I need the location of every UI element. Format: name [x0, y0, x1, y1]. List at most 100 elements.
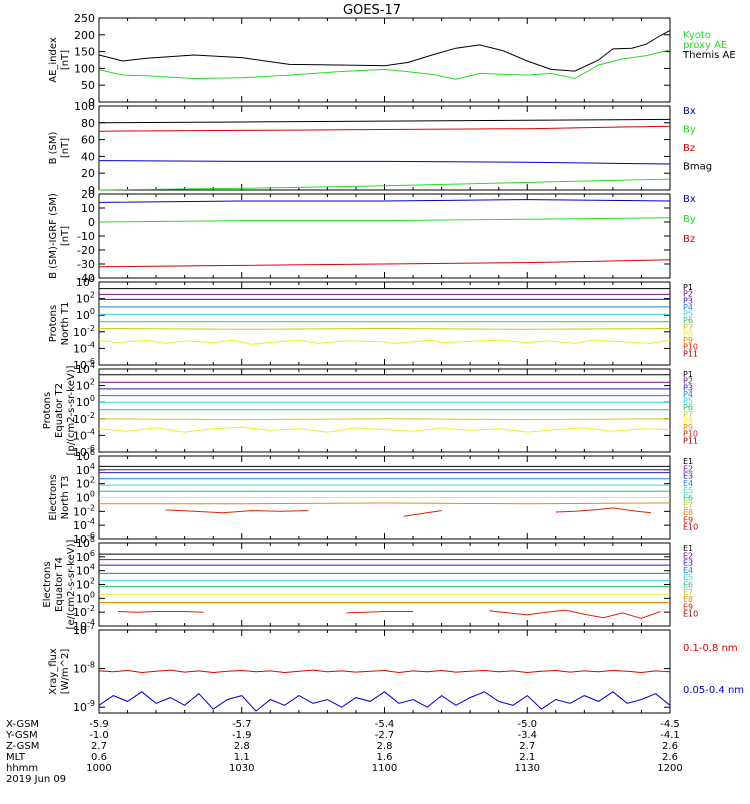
series-0-05-0-4-nm — [98, 691, 671, 712]
y-tick-label: 100 — [76, 394, 95, 409]
legend-item: Bz — [683, 143, 695, 154]
y-tick-label: 10-8 — [73, 661, 95, 676]
series-e8 — [99, 502, 671, 505]
series-by — [98, 178, 671, 191]
y-tick-label: 100 — [74, 62, 95, 75]
series-e9c — [489, 609, 661, 619]
footer-tick-value: 2.7 — [91, 741, 107, 752]
y-axis-label: [nT] — [60, 138, 71, 158]
y-axis-label: Xray_flux — [48, 648, 59, 695]
footer-tick-value: 2.8 — [234, 741, 250, 752]
legend-item: P11 — [683, 436, 698, 445]
footer-tick-value: -4.1 — [660, 730, 680, 741]
series-bz — [98, 259, 671, 268]
footer-tick-value: 0.6 — [91, 752, 107, 763]
footer-tick-value: 1100 — [372, 763, 397, 774]
legend-item: E4 — [683, 566, 693, 575]
panel-frame — [98, 105, 671, 191]
y-tick-label: 10-4 — [73, 340, 95, 355]
footer-row-label: Z-GSM — [6, 741, 39, 752]
legend-item: E7 — [683, 588, 693, 597]
legend-item: E4 — [683, 479, 693, 488]
series-e9c — [555, 507, 652, 514]
legend-item: P10 — [683, 343, 698, 352]
legend-item: E10 — [683, 523, 698, 532]
series-p8 — [98, 339, 671, 345]
y-tick-label: 102 — [76, 577, 95, 592]
footer-tick-value: 2.8 — [377, 741, 393, 752]
y-tick-label: 40 — [81, 150, 95, 163]
legend-item: P9 — [683, 423, 693, 432]
series-kyoto-proxy-ae — [98, 49, 671, 80]
legend-item: P1 — [683, 283, 693, 292]
y-tick-label: 200 — [74, 29, 95, 42]
y-tick-label: 102 — [76, 476, 95, 491]
legend-item: P6 — [683, 403, 693, 412]
y-axis-label: AE_index — [48, 37, 59, 83]
y-tick-label: 100 — [76, 490, 95, 505]
y-tick-label: -40 — [77, 272, 95, 285]
legend-item: P1 — [683, 370, 693, 379]
y-tick-label: 104 — [76, 361, 95, 376]
panel-frame — [98, 17, 671, 103]
legend-item: P4 — [683, 303, 693, 312]
y-tick-label: 0 — [88, 184, 95, 197]
footer-tick-value: -5.4 — [375, 719, 395, 730]
footer-tick-value: 1.6 — [377, 752, 393, 763]
series-e9b — [403, 510, 442, 517]
y-axis-label: Equator T2 — [54, 383, 65, 438]
y-axis-label: Protons — [48, 305, 59, 342]
footer-tick-value: 2.1 — [519, 752, 535, 763]
legend-item: 0.1-0.8 nm — [683, 643, 738, 654]
legend-item: P2 — [683, 290, 693, 299]
footer-tick-value: -2.7 — [375, 730, 395, 741]
y-tick-label: 0 — [88, 96, 95, 109]
legend-item: P7 — [683, 410, 693, 419]
legend-item: E7 — [683, 501, 693, 510]
footer-tick-value: -4.5 — [660, 719, 680, 730]
series-e9b — [346, 611, 414, 614]
legend-item: E8 — [683, 508, 693, 517]
legend-item: P7 — [683, 323, 693, 332]
footer-tick-value: -3.4 — [517, 730, 537, 741]
y-tick-label: 0 — [88, 216, 95, 229]
legend-item: P3 — [683, 296, 693, 305]
legend-item: Bx — [683, 106, 696, 117]
y-tick-label: 102 — [76, 291, 95, 306]
panel-2: 0 20 40 60 80 100 B (SM) [nT] Bx By Bz Bmag — [48, 100, 712, 197]
y-axis-label: [p/(cm2-s-sr-keV)] — [66, 365, 77, 455]
footer-tick-value: -5.9 — [89, 719, 109, 730]
legend-item: E1 — [683, 457, 693, 466]
y-axis-label: North T3 — [60, 476, 71, 520]
footer-row-label: X-GSM — [6, 719, 39, 730]
y-tick-label: -20 — [77, 244, 95, 257]
legend-item: P8 — [683, 416, 693, 425]
panel-frame — [98, 542, 671, 627]
y-tick-label: 108 — [76, 535, 95, 550]
series-themis-ae — [98, 29, 671, 72]
legend-item: P5 — [683, 397, 693, 406]
y-tick-label: 10-9 — [73, 699, 95, 714]
y-axis-label: [W/m^2] — [60, 649, 71, 695]
legend-item: Bx — [683, 194, 696, 205]
y-tick-label: 10-7 — [73, 622, 95, 637]
footer-tick-value: 2.6 — [662, 741, 678, 752]
legend-item: E3 — [683, 559, 693, 568]
legend-item: P8 — [683, 329, 693, 338]
y-tick-label: 250 — [74, 12, 95, 25]
y-tick-label: 10-2 — [73, 324, 95, 339]
legend-item: Kyoto — [683, 30, 711, 41]
footer-tick-value: 1200 — [657, 763, 682, 774]
y-axis-label: Electrons — [42, 561, 53, 607]
y-tick-label: 104 — [76, 563, 95, 578]
y-tick-label: 102 — [76, 378, 95, 393]
legend-item: Themis AE — [682, 50, 736, 61]
y-tick-label: 80 — [81, 117, 95, 130]
